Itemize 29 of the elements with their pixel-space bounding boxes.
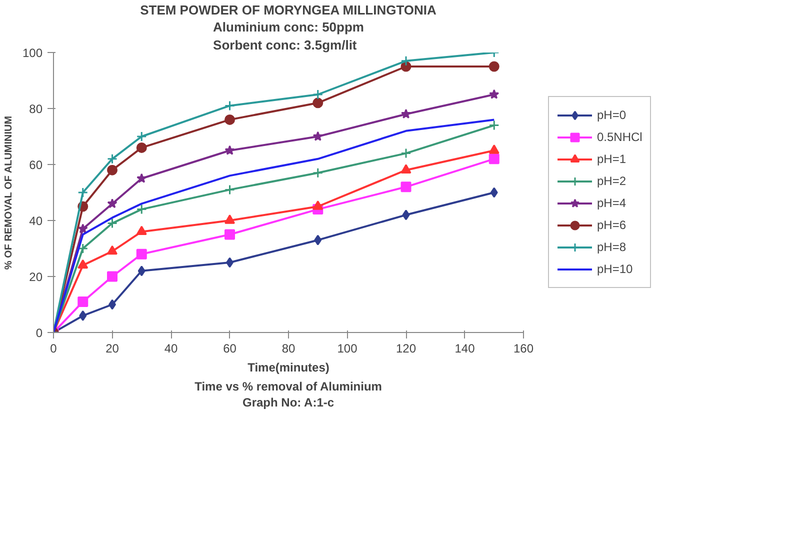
legend-label: pH=2 — [597, 174, 626, 188]
text: Time vs % removal of Aluminium — [194, 380, 382, 394]
y-tick-label: 20 — [29, 270, 43, 284]
x-tick-label: 20 — [106, 342, 120, 356]
x-tick-label: 140 — [454, 342, 476, 356]
x-axis-title: Time(minutes) — [248, 360, 330, 374]
text: Graph No: A:1-c — [242, 396, 334, 410]
x-tick-label: 40 — [164, 342, 178, 356]
legend-label: pH=1 — [597, 152, 626, 166]
y-tick-label: 0 — [36, 326, 43, 340]
chart-subtitle: Aluminium conc: 50ppm Sorbent conc: 3.5gm/lit — [213, 20, 364, 52]
x-tick-label: 0 — [50, 342, 58, 356]
y-tick-label: 80 — [29, 102, 43, 116]
x-tick-label: 100 — [337, 342, 358, 356]
y-tick-label: 60 — [29, 158, 43, 172]
x-tick-label: 80 — [282, 342, 296, 356]
chart-title: STEM POWDER OF MORYNGEA MILLINGTONIA — [140, 2, 438, 18]
legend-label: pH=6 — [597, 218, 626, 232]
x-tick-label: 160 — [513, 342, 534, 356]
legend-label: pH=4 — [597, 196, 626, 210]
x-tick-label: 60 — [223, 342, 237, 356]
legend-label: pH=10 — [597, 262, 633, 276]
legend-label: pH=8 — [597, 240, 626, 254]
y-tick-label: 40 — [29, 214, 43, 228]
legend-label: pH=0 — [597, 108, 626, 122]
y-axis-title: % OF REMOVAL OF ALUMINIUM — [3, 116, 14, 270]
legend-label: 0.5NHCl — [597, 130, 642, 144]
y-tick-label: 100 — [22, 46, 43, 60]
x-tick-label: 120 — [396, 342, 416, 356]
